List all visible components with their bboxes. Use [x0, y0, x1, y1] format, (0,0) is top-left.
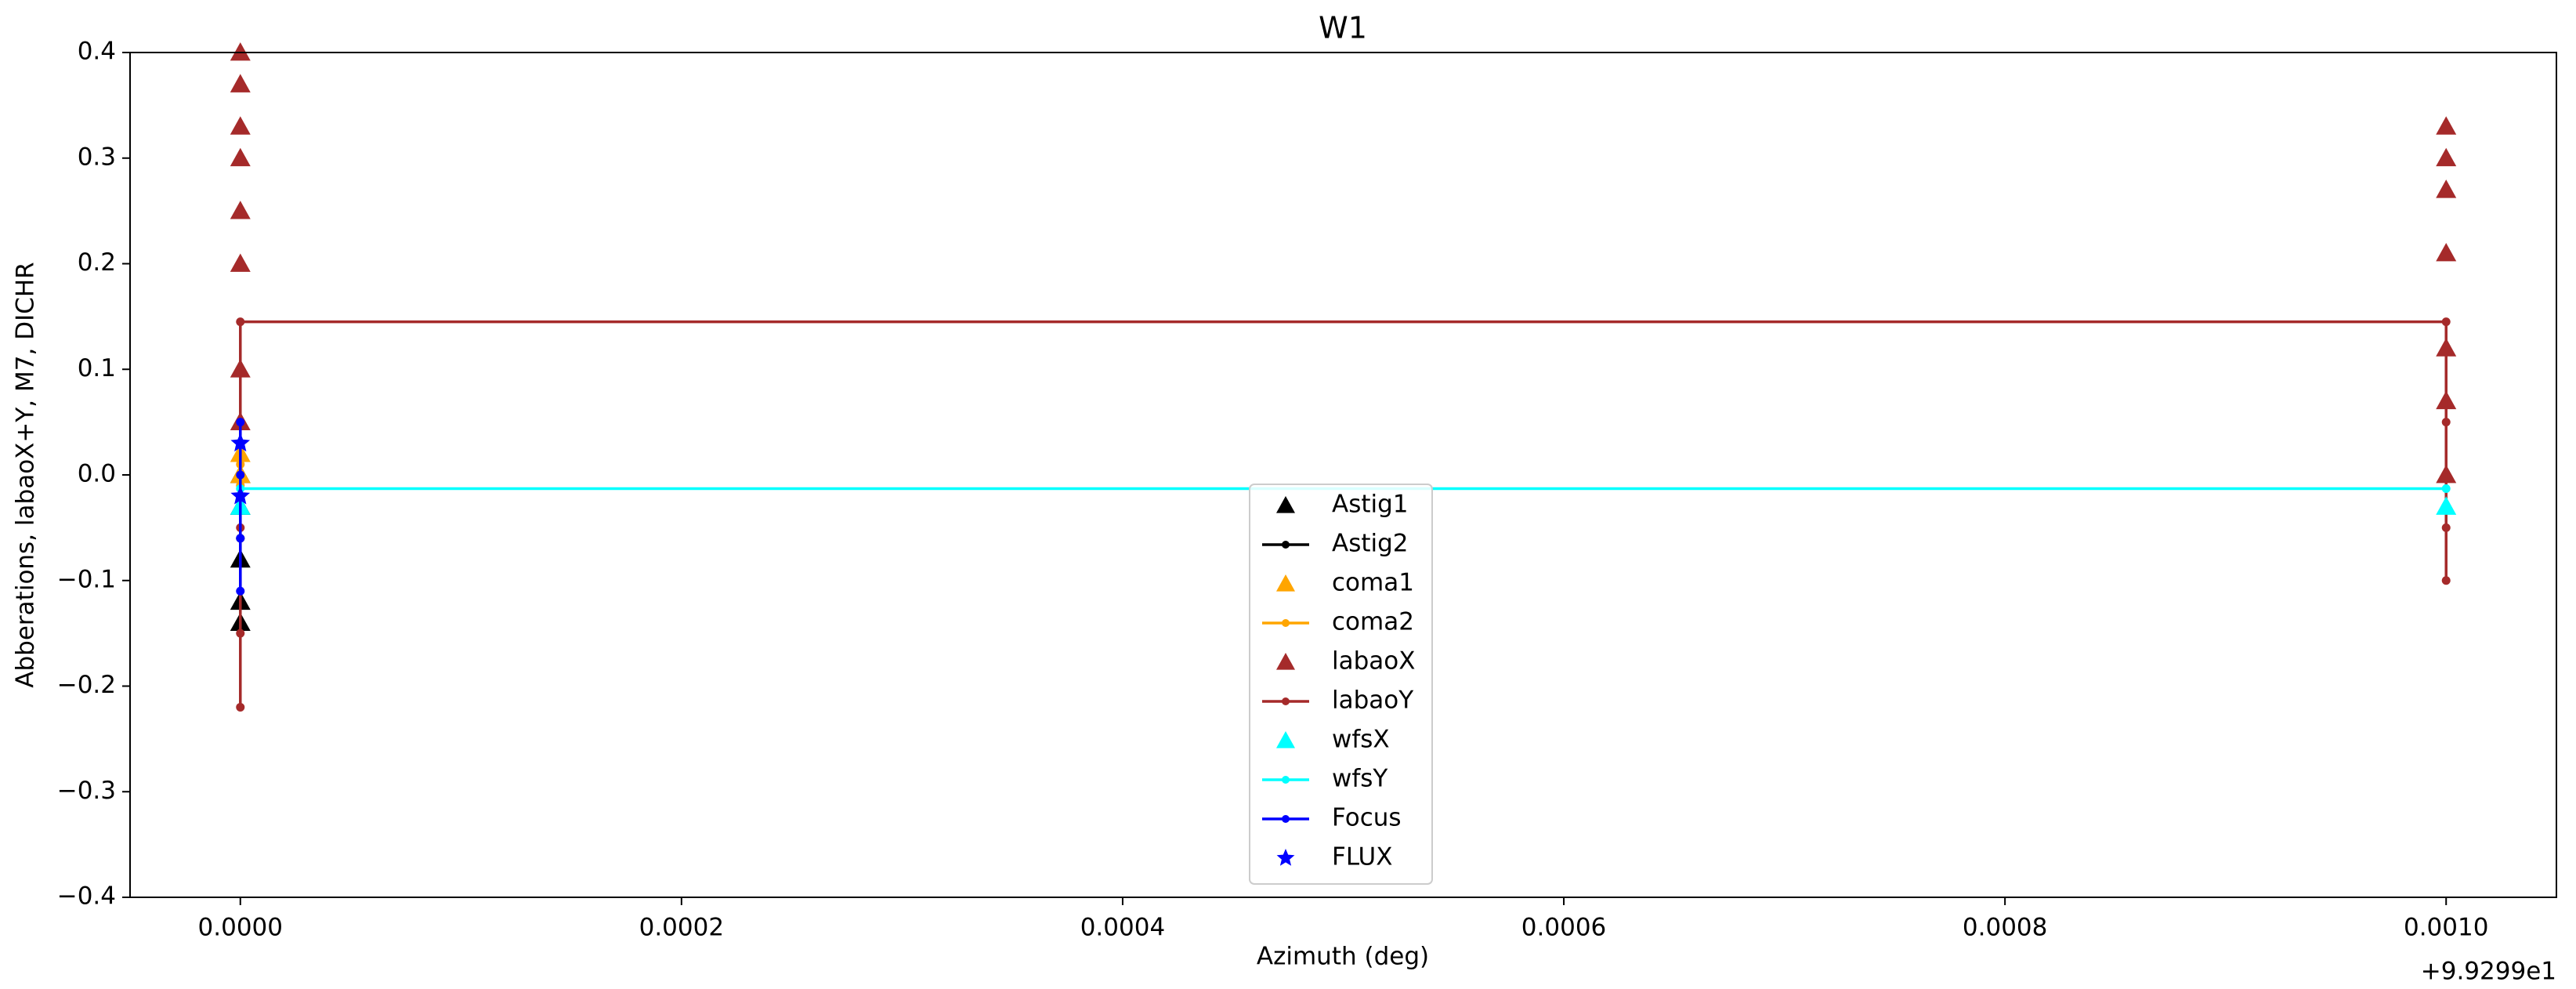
point [230, 74, 251, 92]
y-tick-label: −0.2 [57, 671, 116, 699]
legend-marker [1276, 496, 1295, 513]
legend-label: labaoY [1332, 687, 1413, 715]
point [236, 534, 245, 543]
legend-marker [1282, 776, 1290, 784]
legend-marker [1282, 619, 1290, 627]
x-tick-label: 0.0004 [1080, 914, 1165, 942]
point [230, 201, 251, 219]
y-tick-label: −0.3 [57, 777, 116, 805]
legend-label: coma2 [1332, 608, 1414, 636]
legend-marker [1276, 849, 1295, 866]
legend-marker [1282, 697, 1290, 705]
x-tick-label: 0.0000 [198, 914, 283, 942]
legend-label: Astig1 [1332, 491, 1409, 519]
point [2436, 243, 2457, 262]
x-tick-label: 0.0008 [1963, 914, 2047, 942]
point [236, 470, 245, 480]
legend-marker [1276, 731, 1295, 748]
point [2436, 179, 2457, 198]
point [230, 433, 251, 452]
legend-marker [1282, 815, 1290, 823]
point [2436, 147, 2457, 167]
legend-label: Focus [1332, 804, 1402, 832]
y-tick-label: 0.0 [78, 460, 116, 488]
x-axis-label: Azimuth (deg) [1257, 943, 1429, 971]
legend-label: wfsX [1332, 726, 1390, 754]
legend-label: wfsY [1332, 765, 1387, 793]
x-tick-label: 0.0006 [1521, 914, 1606, 942]
y-tick-label: −0.1 [57, 565, 116, 593]
point [230, 253, 251, 272]
chart-title: W1 [1319, 11, 1367, 45]
legend-box [1249, 484, 1433, 885]
y-tick-label: 0.1 [78, 354, 116, 382]
legend-marker [1276, 574, 1295, 592]
point [236, 629, 245, 638]
legend-label: Astig2 [1332, 530, 1409, 558]
point [236, 702, 245, 712]
legend-label: FLUX [1332, 843, 1393, 871]
y-tick-label: 0.4 [78, 38, 116, 66]
y-tick-label: 0.3 [78, 143, 116, 171]
point [230, 486, 251, 505]
legend-marker [1282, 541, 1290, 549]
point [230, 147, 251, 167]
series [236, 418, 245, 596]
point [236, 586, 245, 596]
point [236, 317, 245, 327]
point [2436, 116, 2457, 135]
legend-label: labaoX [1332, 647, 1416, 676]
legend-label: coma1 [1332, 569, 1414, 597]
y-axis-label: Abberations, labaoX+Y, M7, DICHR [12, 262, 40, 687]
legend: Astig1 Astig2 coma1 coma2 labaoX labaoY wfsX wf… [1249, 484, 1433, 885]
x-tick-label: 0.0010 [2404, 914, 2488, 942]
point [2441, 317, 2451, 327]
plot-frame [129, 52, 2557, 898]
series [230, 433, 251, 505]
legend-marker [1276, 653, 1295, 670]
x-tick-label: 0.0002 [639, 914, 724, 942]
point [2441, 418, 2451, 427]
y-tick-label: −0.4 [57, 882, 116, 911]
point [2441, 576, 2451, 585]
point [2436, 496, 2457, 515]
point [236, 418, 245, 427]
point [2441, 523, 2451, 532]
point [2441, 343, 2451, 353]
x-offset-label: +9.9299e1 [2421, 958, 2556, 986]
point [230, 42, 251, 61]
y-tick-label: 0.2 [78, 248, 116, 277]
point [230, 116, 251, 135]
point [2441, 484, 2451, 494]
series [230, 42, 2457, 484]
